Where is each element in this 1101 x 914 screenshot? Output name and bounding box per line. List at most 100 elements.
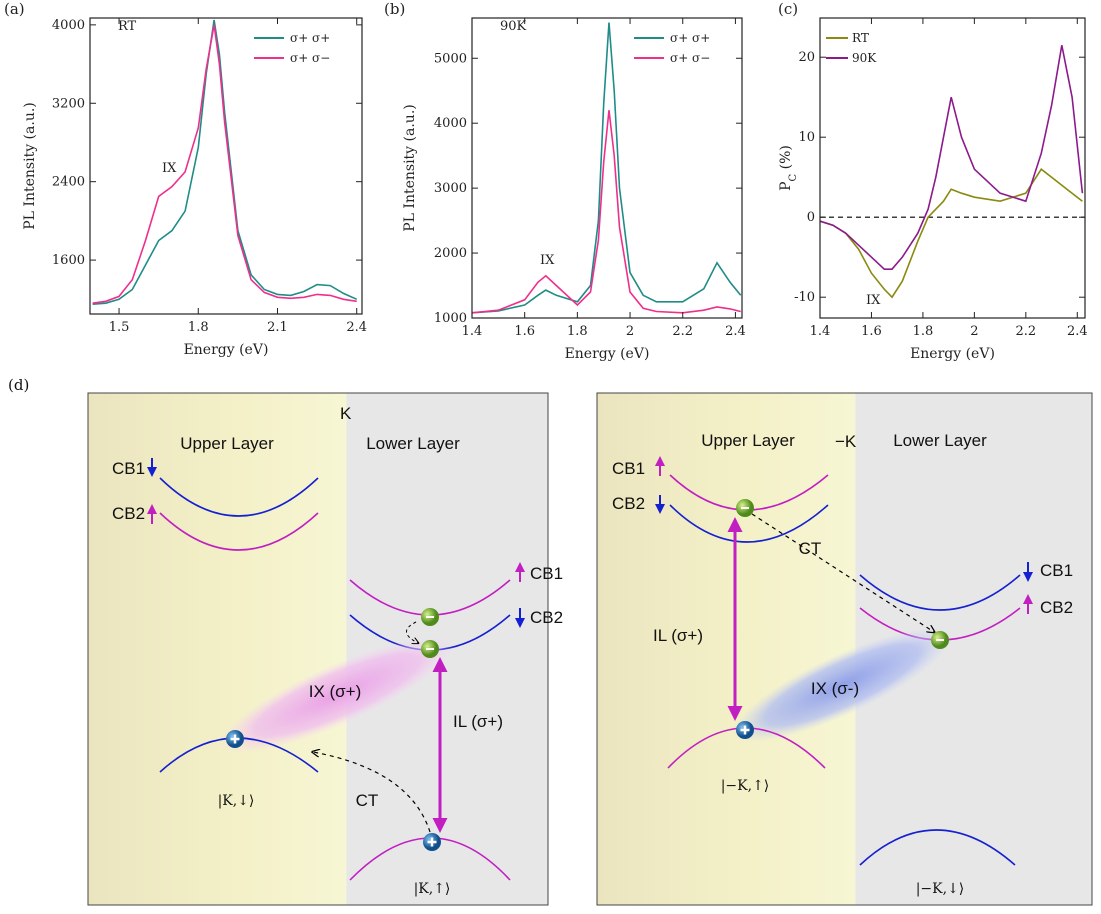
band-label: CB1 bbox=[112, 459, 145, 478]
layer-label: Upper Layer bbox=[701, 431, 795, 450]
diagram: (d) K Upper Layer Lower Layer CB1 CB2 CB… bbox=[8, 376, 1093, 906]
exciton-cloud bbox=[732, 627, 952, 743]
x-tick-label: 2.4 bbox=[725, 324, 746, 339]
band-curve bbox=[159, 477, 319, 517]
band-label: CB2 bbox=[612, 494, 645, 513]
upper-layer-bg bbox=[597, 393, 856, 905]
electron bbox=[735, 498, 755, 518]
plot bbox=[472, 22, 742, 314]
legend-label: 90K bbox=[852, 51, 877, 65]
y-axis-label-part: P bbox=[778, 181, 794, 190]
x-axis-label: Energy (eV) bbox=[184, 342, 269, 358]
x-tick-label: 2.2 bbox=[672, 324, 693, 339]
left-panel: K Upper Layer Lower Layer CB1 CB2 CB1 CB… bbox=[87, 392, 563, 906]
x-tick-label: 1.8 bbox=[567, 324, 588, 339]
y-tick-label: 5000 bbox=[434, 51, 467, 66]
x-tick-label: 2 bbox=[970, 324, 978, 339]
legend-label: RT bbox=[852, 31, 869, 45]
x-tick-label: 1.5 bbox=[109, 320, 130, 335]
data-line bbox=[820, 45, 1084, 270]
band-curve bbox=[159, 512, 319, 551]
plot bbox=[820, 45, 1084, 299]
ct-label: CT bbox=[356, 791, 379, 810]
hole bbox=[421, 831, 443, 853]
ct-label: CT bbox=[799, 539, 822, 558]
x-tick-label: 1.6 bbox=[514, 324, 535, 339]
electron bbox=[930, 630, 950, 650]
y-axis-label: PC (%) bbox=[778, 145, 799, 191]
state-label: |−K,↓⟩ bbox=[916, 881, 965, 897]
hole bbox=[224, 728, 246, 750]
ix-label: IX (σ-) bbox=[811, 679, 859, 698]
plot bbox=[92, 19, 358, 305]
chart: (c) 1.4 1.6 1.8 2 2.2 2.4 -10 0 10 20 Energy (eV) PC… bbox=[778, 0, 1088, 362]
x-tick-label: 2.2 bbox=[1015, 324, 1036, 339]
x-tick-label: 2.4 bbox=[346, 320, 367, 335]
data-line bbox=[92, 24, 357, 304]
y-tick-label: 1000 bbox=[434, 311, 467, 326]
band-label: CB2 bbox=[1040, 598, 1073, 617]
band-curve bbox=[859, 829, 1016, 866]
chart: (a) 1.5 1.8 2.1 2.4 1600 2400 3200 4000 Energy (e… bbox=[4, 0, 367, 358]
x-tick-label: 1.4 bbox=[462, 324, 483, 339]
panel-label: (d) bbox=[8, 376, 29, 394]
upper-layer-bg bbox=[88, 393, 347, 905]
x-tick-label: 1.6 bbox=[861, 324, 882, 339]
annotation: IX bbox=[162, 161, 177, 176]
panel-label: (c) bbox=[778, 0, 798, 18]
x-tick-label: 2.4 bbox=[1067, 324, 1088, 339]
charts: (a) 1.5 1.8 2.1 2.4 1600 2400 3200 4000 Energy (e… bbox=[4, 0, 1088, 362]
exciton-cloud bbox=[219, 636, 455, 754]
hole bbox=[734, 719, 756, 741]
data-line bbox=[472, 110, 741, 314]
state-label: |K,↑⟩ bbox=[414, 881, 451, 897]
layer-label: Upper Layer bbox=[180, 434, 274, 453]
x-axis-label: Energy (eV) bbox=[910, 346, 995, 362]
state-label: |K,↓⟩ bbox=[218, 793, 255, 809]
annotation: IX bbox=[866, 293, 881, 308]
relax-arrow bbox=[406, 621, 418, 643]
valley-label: −K bbox=[835, 432, 857, 451]
x-tick-label: 1.8 bbox=[913, 324, 934, 339]
data-line bbox=[472, 22, 742, 314]
band-label: CB1 bbox=[612, 459, 645, 478]
x-tick-label: 2.1 bbox=[267, 320, 288, 335]
y-tick-label: 10 bbox=[798, 130, 815, 145]
layer-label: Lower Layer bbox=[893, 431, 987, 450]
y-axis-label-part: (%) bbox=[778, 145, 794, 174]
panel-label: (a) bbox=[4, 0, 25, 18]
band-label: CB1 bbox=[1040, 561, 1073, 580]
data-line bbox=[92, 19, 358, 305]
y-tick-label: 2000 bbox=[434, 246, 467, 261]
ix-label: IX (σ+) bbox=[309, 682, 362, 701]
state-label: |−K,↑⟩ bbox=[721, 778, 770, 794]
y-tick-label: 0 bbox=[807, 210, 815, 225]
y-axis-label: PL Intensity (a.u.) bbox=[22, 102, 38, 229]
legend-label: σ+ σ− bbox=[670, 51, 710, 65]
y-tick-label: 2400 bbox=[52, 175, 85, 190]
axes-frame bbox=[89, 17, 363, 315]
y-axis-label-part: C bbox=[788, 173, 799, 181]
valley-label: K bbox=[340, 404, 352, 423]
data-line bbox=[820, 168, 1083, 299]
axes-frame bbox=[819, 17, 1086, 319]
y-tick-label: 4000 bbox=[52, 18, 85, 33]
y-tick-label: 20 bbox=[798, 50, 815, 65]
layer-label: Lower Layer bbox=[366, 434, 460, 453]
axes-frame bbox=[471, 17, 743, 319]
y-axis-label: PL Intensity (a.u.) bbox=[402, 104, 418, 231]
annotation: IX bbox=[540, 253, 555, 268]
y-tick-label: 4000 bbox=[434, 116, 467, 131]
band-curve bbox=[669, 504, 829, 543]
y-tick-label: 3200 bbox=[52, 96, 85, 111]
band-label: CB2 bbox=[112, 504, 145, 523]
chart: (b) 1.4 1.6 1.8 2 2.2 2.4 1000 2000 3000 4000 5000 E… bbox=[384, 0, 746, 362]
band-label: CB1 bbox=[530, 564, 563, 583]
x-tick-label: 1.8 bbox=[188, 320, 209, 335]
y-tick-label: -10 bbox=[794, 290, 815, 305]
band-curve bbox=[859, 574, 1021, 611]
band-label: CB2 bbox=[530, 608, 563, 627]
x-tick-label: 1.4 bbox=[810, 324, 831, 339]
right-panel: −K Upper Layer Lower Layer CB1 CB2 CB1 C… bbox=[596, 392, 1093, 906]
